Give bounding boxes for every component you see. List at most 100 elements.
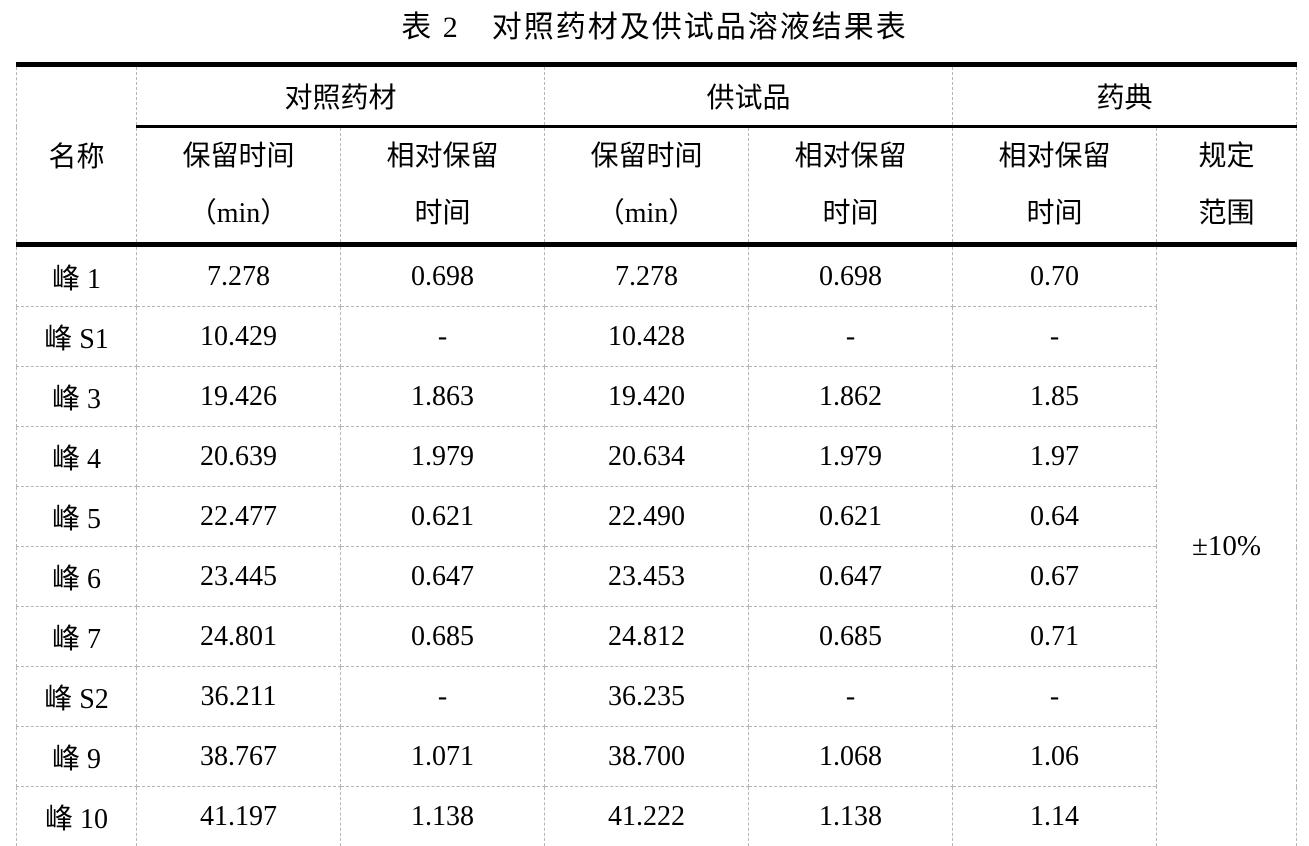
test-retention-time: 20.634 [544, 426, 750, 487]
test-retention-time: 7.278 [544, 244, 750, 307]
pharm-relative-retention: 1.97 [952, 426, 1158, 487]
test-relative-retention: 0.621 [748, 486, 954, 547]
table-row: 峰 6 23.445 0.647 23.453 0.647 0.67 [16, 546, 1297, 607]
table-row: 峰 7 24.801 0.685 24.812 0.685 0.71 [16, 606, 1297, 667]
test-relative-retention: 0.698 [748, 244, 954, 307]
table-row: 峰 5 22.477 0.621 22.490 0.621 0.64 [16, 486, 1297, 547]
ref-retention-time: 7.278 [136, 244, 341, 307]
spec-range-value: ±10% [1156, 244, 1298, 846]
header-group-reference-material: 对照药材 [135, 64, 546, 128]
header-group-pharmacopoeia: 药典 [952, 64, 1298, 128]
ref-relative-retention: 0.647 [339, 546, 546, 607]
ref-retention-time: 22.477 [136, 486, 341, 547]
header-test-relative-retention: 相对保留 时间 [748, 126, 954, 247]
test-retention-time: 23.453 [544, 546, 750, 607]
row-name: 峰 6 [16, 546, 137, 607]
test-relative-retention: 1.979 [748, 426, 954, 487]
ref-retention-time: 38.767 [136, 726, 341, 787]
results-table: 名称 对照药材 供试品 药典 保留时间 （min） 相对保留 时间 保留时间 （… [16, 62, 1298, 846]
header-line: 保留时间 [590, 141, 703, 172]
header-sub-row: 保留时间 （min） 相对保留 时间 保留时间 （min） 相对保留 时间 相对… [17, 126, 1298, 247]
table-row: 峰 S2 36.211 - 36.235 - - [16, 666, 1297, 727]
header-name: 名称 [16, 64, 137, 247]
test-retention-time: 19.420 [544, 366, 750, 427]
test-retention-time: 41.222 [544, 786, 750, 846]
header-line: 时间 [1026, 198, 1083, 229]
header-line: 范围 [1198, 198, 1255, 229]
test-relative-retention: 1.068 [748, 726, 954, 787]
ref-relative-retention: 1.138 [339, 786, 546, 846]
ref-relative-retention: 1.979 [339, 426, 546, 487]
table-header: 名称 对照药材 供试品 药典 保留时间 （min） 相对保留 时间 保留时间 （… [16, 64, 1298, 247]
test-relative-retention: - [748, 666, 954, 727]
table-row: 峰 4 20.639 1.979 20.634 1.979 1.97 [16, 426, 1297, 487]
test-retention-time: 24.812 [544, 606, 750, 667]
pharm-relative-retention: 1.06 [952, 726, 1158, 787]
header-ref-relative-retention: 相对保留 时间 [339, 126, 546, 247]
table-title: 表 2 对照药材及供试品溶液结果表 [401, 11, 908, 44]
header-line: 相对保留 [998, 141, 1111, 172]
header-line: 时间 [414, 198, 471, 229]
table-row: 峰 1 7.278 0.698 7.278 0.698 0.70 ±10% [16, 244, 1298, 846]
test-retention-time: 36.235 [544, 666, 750, 727]
test-relative-retention: 1.138 [748, 786, 954, 846]
header-line: 时间 [822, 198, 879, 229]
ref-retention-time: 24.801 [136, 606, 341, 667]
row-name: 峰 5 [16, 486, 137, 547]
header-pharm-relative-retention: 相对保留 时间 [952, 126, 1158, 247]
header-test-retention-time: 保留时间 （min） [544, 126, 750, 247]
ref-retention-time: 36.211 [136, 666, 341, 727]
test-retention-time: 22.490 [544, 486, 750, 547]
row-name: 峰 9 [16, 726, 137, 787]
pharm-relative-retention: 1.85 [952, 366, 1158, 427]
row-name: 峰 S1 [16, 306, 137, 367]
test-relative-retention: - [748, 306, 954, 367]
header-line: （min） [596, 198, 697, 229]
row-name: 峰 1 [16, 244, 137, 307]
pharm-relative-retention: 0.70 [952, 244, 1158, 307]
ref-relative-retention: 1.071 [339, 726, 546, 787]
header-group-row: 名称 对照药材 供试品 药典 [16, 64, 1298, 247]
row-name: 峰 10 [16, 786, 137, 846]
test-relative-retention: 0.647 [748, 546, 954, 607]
row-name: 峰 4 [16, 426, 137, 487]
row-name: 峰 7 [16, 606, 137, 667]
header-line: 相对保留 [794, 141, 907, 172]
header-group-test-sample: 供试品 [544, 64, 954, 128]
test-relative-retention: 0.685 [748, 606, 954, 667]
table-row: 峰 S1 10.429 - 10.428 - - [16, 306, 1297, 367]
ref-relative-retention: 0.698 [339, 244, 546, 307]
ref-relative-retention: 0.621 [339, 486, 546, 547]
table-body: 峰 1 7.278 0.698 7.278 0.698 0.70 ±10% 峰 … [16, 244, 1298, 846]
row-name: 峰 3 [16, 366, 137, 427]
pharm-relative-retention: 1.14 [952, 786, 1158, 846]
ref-retention-time: 41.197 [136, 786, 341, 846]
table-row: 峰 9 38.767 1.071 38.700 1.068 1.06 [16, 726, 1297, 787]
header-line: 保留时间 [182, 141, 295, 172]
pharm-relative-retention: - [952, 306, 1158, 367]
ref-relative-retention: 0.685 [339, 606, 546, 667]
test-relative-retention: 1.862 [748, 366, 954, 427]
ref-retention-time: 23.445 [136, 546, 341, 607]
header-line: 规定 [1198, 141, 1255, 172]
ref-retention-time: 19.426 [136, 366, 341, 427]
ref-relative-retention: 1.863 [339, 366, 546, 427]
pharm-relative-retention: - [952, 666, 1158, 727]
test-retention-time: 38.700 [544, 726, 750, 787]
pharm-relative-retention: 0.64 [952, 486, 1158, 547]
ref-retention-time: 10.429 [136, 306, 341, 367]
ref-relative-retention: - [339, 306, 546, 367]
header-line: 相对保留 [386, 141, 499, 172]
header-ref-retention-time: 保留时间 （min） [136, 126, 341, 247]
pharm-relative-retention: 0.71 [952, 606, 1158, 667]
row-name: 峰 S2 [16, 666, 137, 727]
table-row: 峰 10 41.197 1.138 41.222 1.138 1.14 [16, 786, 1297, 846]
ref-retention-time: 20.639 [136, 426, 341, 487]
test-retention-time: 10.428 [544, 306, 750, 367]
table-row: 峰 3 19.426 1.863 19.420 1.862 1.85 [16, 366, 1297, 427]
ref-relative-retention: - [339, 666, 546, 727]
pharm-relative-retention: 0.67 [952, 546, 1158, 607]
header-spec-range: 规定 范围 [1156, 126, 1298, 247]
header-line: （min） [188, 198, 289, 229]
